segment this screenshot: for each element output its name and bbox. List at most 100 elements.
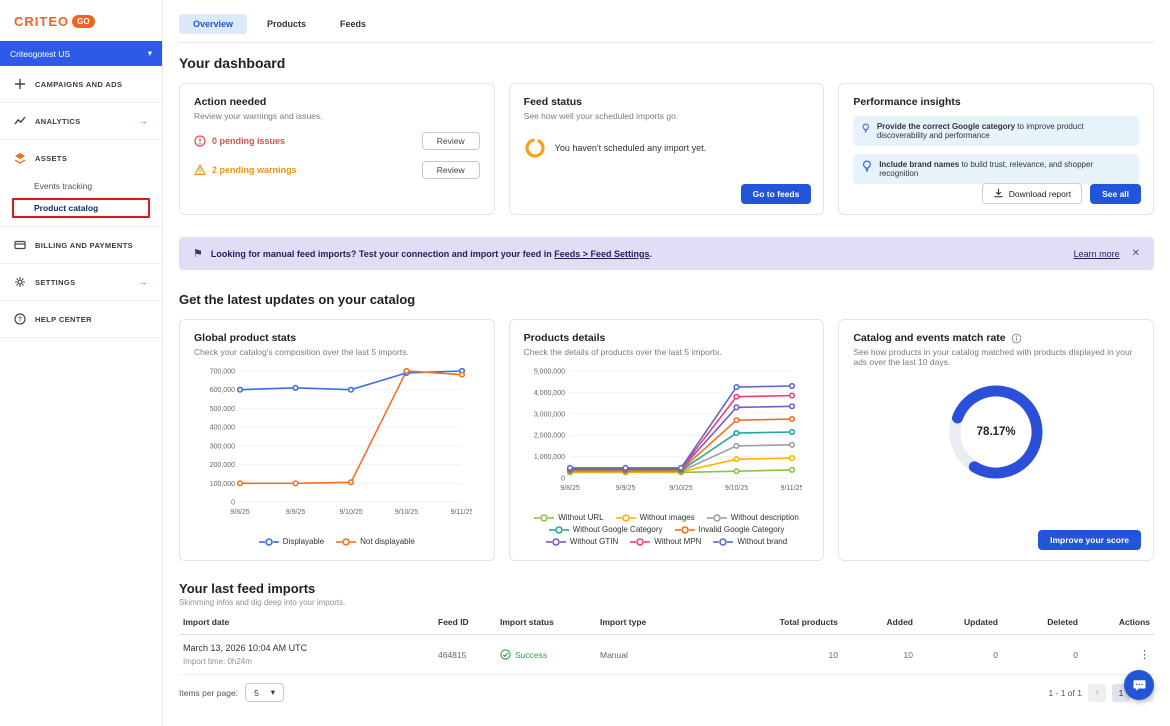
logo-go-badge: GO [72, 15, 94, 28]
col-total-products: Total products [750, 617, 838, 627]
download-icon [993, 188, 1004, 199]
insight-tip: Provide the correct Google category to i… [853, 116, 1139, 146]
legend-marker-icon [546, 538, 566, 546]
tip-bold: Include brand names [879, 160, 959, 169]
page-title: Your dashboard [179, 55, 1154, 71]
billing-icon [14, 239, 26, 251]
card-subtitle: See how products in your catalog matched… [853, 347, 1139, 367]
svg-text:2,000,000: 2,000,000 [534, 433, 565, 440]
legend-item[interactable]: Without MPN [630, 537, 701, 546]
insight-tip: Include brand names to build trust, rele… [853, 154, 1139, 184]
tab-overview[interactable]: Overview [179, 14, 247, 34]
sidebar-item-label: ASSETS [35, 154, 67, 163]
download-report-button[interactable]: Download report [982, 183, 1082, 204]
account-selector[interactable]: Criteogotest US ▾ [0, 41, 162, 66]
feed-status-card: Feed status See how well your scheduled … [509, 83, 825, 215]
svg-text:0: 0 [231, 500, 235, 507]
learn-more-link[interactable]: Learn more [1074, 249, 1120, 259]
arrow-right-icon: → [139, 116, 148, 126]
imports-table: Import date Feed ID Import status Import… [179, 617, 1154, 675]
added-cell: 10 [838, 650, 913, 660]
info-icon[interactable] [1011, 333, 1022, 344]
updated-cell: 0 [913, 650, 998, 660]
app-root: CRITEO GO Criteogotest US ▾ CAMPAIGNS AN… [0, 0, 1170, 726]
review-warnings-button[interactable]: Review [422, 161, 480, 179]
svg-text:500,000: 500,000 [210, 406, 235, 413]
imports-section-title: Your last feed imports [179, 581, 1154, 596]
card-title: Products details [524, 332, 810, 344]
svg-text:9/10/25: 9/10/25 [724, 485, 747, 492]
see-all-button[interactable]: See all [1090, 184, 1141, 204]
legend-item[interactable]: Without URL [534, 513, 603, 522]
pending-issues-label: 0 pending issues [212, 136, 285, 146]
chart-legend: Without URL Without images Without descrip… [524, 513, 810, 548]
sidebar-item-settings[interactable]: SETTINGS → [0, 264, 162, 301]
sidebar-item-help-center[interactable]: ? HELP CENTER [0, 301, 162, 338]
pending-issues: 0 pending issues [194, 135, 285, 147]
legend-item[interactable]: Without brand [713, 537, 787, 546]
chat-button[interactable] [1124, 670, 1154, 700]
legend-label: Without images [640, 513, 695, 522]
legend-item[interactable]: Without images [616, 513, 695, 522]
improve-score-button[interactable]: Improve your score [1038, 530, 1141, 550]
svg-text:400,000: 400,000 [210, 425, 235, 432]
sidebar-item-assets[interactable]: ASSETS [0, 140, 162, 176]
products-details-chart: 01,000,0002,000,0003,000,0004,000,0005,0… [524, 365, 810, 495]
total-products-cell: 10 [750, 650, 838, 660]
legend-label: Without MPN [654, 537, 701, 546]
legend-label: Invalid Google Category [699, 525, 785, 534]
legend-item[interactable]: Without GTIN [546, 537, 618, 546]
sidebar-item-campaigns[interactable]: CAMPAIGNS AND ADS [0, 66, 162, 103]
legend-marker-icon [534, 514, 554, 522]
go-to-feeds-button[interactable]: Go to feeds [741, 184, 812, 204]
feed-id-cell: 464815 [438, 650, 500, 660]
gear-icon [14, 276, 26, 288]
col-import-date: Import date [183, 617, 438, 627]
col-import-status: Import status [500, 617, 600, 627]
import-type-cell: Manual [600, 650, 750, 660]
legend-item[interactable]: Invalid Google Category [675, 525, 785, 534]
legend-marker-icon [630, 538, 650, 546]
tab-feeds[interactable]: Feeds [326, 14, 380, 34]
svg-text:600,000: 600,000 [210, 387, 235, 394]
sidebar-item-analytics[interactable]: ANALYTICS → [0, 103, 162, 140]
sidebar-item-label: HELP CENTER [35, 315, 92, 324]
svg-text:9/11/25: 9/11/25 [780, 485, 801, 492]
legend-label: Without Google Category [573, 525, 663, 534]
legend-item[interactable]: Without Google Category [549, 525, 663, 534]
tab-products[interactable]: Products [253, 14, 320, 34]
manual-imports-banner: ⚑ Looking for manual feed imports? Test … [179, 237, 1154, 270]
table-header-row: Import date Feed ID Import status Import… [179, 617, 1154, 635]
prev-page-button[interactable]: ‹ [1088, 684, 1106, 702]
close-icon[interactable]: ✕ [1132, 248, 1140, 259]
assets-icon [14, 152, 26, 164]
svg-text:200,000: 200,000 [210, 462, 235, 469]
banner-tail: . [650, 249, 653, 259]
svg-text:3,000,000: 3,000,000 [534, 411, 565, 418]
sidebar-item-product-catalog[interactable]: Product catalog [12, 198, 150, 218]
svg-text:700,000: 700,000 [210, 369, 235, 376]
pending-issues-row: 0 pending issues Review [194, 132, 480, 150]
match-rate-donut: 78.17% [941, 377, 1051, 487]
review-issues-button[interactable]: Review [422, 132, 480, 150]
card-title: Feed status [524, 96, 810, 108]
chevron-down-icon: ▾ [148, 48, 152, 59]
sidebar-item-events-tracking[interactable]: Events tracking [0, 176, 162, 196]
sidebar-assets-group: ASSETS Events tracking Product catalog [0, 140, 162, 227]
sidebar-item-label: SETTINGS [35, 278, 76, 287]
legend-item[interactable]: Displayable [259, 537, 324, 546]
legend-item[interactable]: Not displayable [336, 537, 415, 546]
import-date: March 13, 2026 10:04 AM UTC [183, 643, 438, 653]
sub-item-label: Events tracking [34, 181, 92, 191]
match-rate-title: Catalog and events match rate [853, 332, 1005, 344]
feed-empty-state: You haven't scheduled any import yet. [524, 137, 810, 159]
tip-text: Include brand names to build trust, rele… [879, 160, 1131, 178]
sidebar-item-billing[interactable]: BILLING AND PAYMENTS [0, 227, 162, 264]
feed-settings-link[interactable]: Feeds > Feed Settings [554, 249, 649, 259]
legend-label: Without brand [737, 537, 787, 546]
pending-warnings-label: 2 pending warnings [212, 165, 297, 175]
legend-item[interactable]: Without description [707, 513, 799, 522]
row-actions-menu[interactable]: ⋮ [1078, 648, 1150, 661]
tab-bar: Overview Products Feeds [179, 14, 1154, 43]
items-per-page-select[interactable]: 5 ▾ [245, 683, 284, 702]
